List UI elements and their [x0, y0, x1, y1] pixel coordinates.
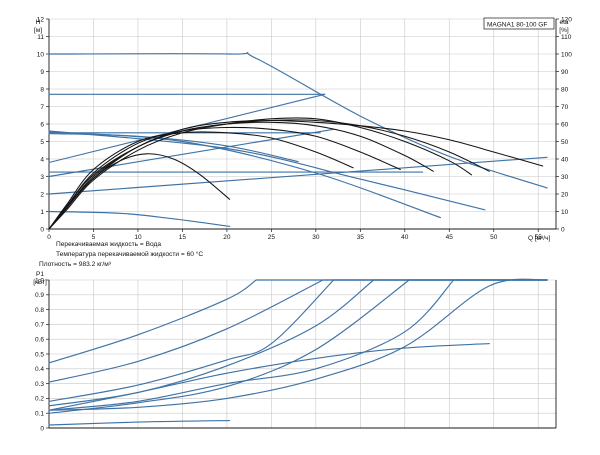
head-y-tick-label-7: 7 — [40, 104, 44, 111]
head-x-tick-label-7: 35 — [357, 234, 365, 241]
power-y-tick-label-5: 0.5 — [35, 351, 44, 358]
eta-y-tick-label-0: 0 — [561, 226, 565, 233]
head-curve-0 — [48, 51, 548, 189]
eta-y-tick-label-3: 30 — [561, 174, 569, 181]
head-curve-5 — [48, 131, 441, 219]
head-curve-6 — [48, 130, 486, 211]
head-y-tick-label-6: 6 — [40, 121, 44, 128]
head-y-tick-label-0: 0 — [40, 226, 44, 233]
eta-y-tick-label-9: 90 — [561, 69, 569, 76]
head-y-tick-label-11: 11 — [37, 34, 44, 41]
head-y-tick-label-9: 9 — [40, 69, 44, 76]
eta-curve-15 — [48, 126, 401, 230]
eta-y-tick-label-10: 100 — [561, 51, 572, 58]
head-x-tick-label-9: 45 — [446, 234, 454, 241]
power-y-tick-label-2: 0.2 — [35, 396, 44, 403]
power-y-axis-unit: [кВт] — [33, 279, 47, 286]
power-y-axis-letter: P1 — [36, 271, 44, 278]
head-x-tick-label-2: 10 — [134, 234, 142, 241]
head-y-tick-label-4: 4 — [40, 156, 44, 163]
power-y-tick-label-8: 0.8 — [35, 307, 44, 314]
eta-y-tick-label-12: 120 — [561, 16, 572, 23]
head-x-tick-label-6: 30 — [312, 234, 320, 241]
eta-curve-12 — [48, 119, 490, 230]
model-title-box — [483, 17, 555, 30]
head-y-tick-label-3: 3 — [40, 174, 44, 181]
model-title: MAGNA1 80-100 GF — [487, 22, 547, 29]
head-x-tick-label-5: 25 — [268, 234, 276, 241]
eta-y-axis-unit: [%] — [559, 27, 569, 34]
eta-curve-13 — [48, 117, 473, 230]
head-y-tick-label-2: 2 — [40, 191, 44, 198]
head-efficiency-plot: 0 5 10 15 20 25 30 35 40 45 50 55012345678910111201… — [34, 16, 572, 242]
head-y-tick-label-5: 5 — [40, 139, 44, 146]
power-y-tick-label-1: 0.1 — [35, 411, 44, 418]
power-y-tick-label-10: 1.0 — [35, 277, 44, 284]
info-density: Плотность = 983.2 кг/м³ — [39, 261, 112, 268]
head-x-tick-label-8: 40 — [401, 234, 409, 241]
eta-curve-16 — [48, 131, 354, 230]
eta-curve-17 — [48, 153, 231, 230]
power-curve-4 — [48, 279, 548, 414]
power-y-tick-label-9: 0.9 — [35, 292, 44, 299]
chart-labels: MAGNA1 80-100 GF Перекачиваемая жидкость… — [39, 17, 555, 268]
power-curve-1 — [48, 279, 548, 383]
eta-y-tick-label-4: 40 — [561, 156, 569, 163]
head-curve-10 — [48, 156, 548, 195]
head-curve-7 — [48, 210, 231, 227]
power-plot: 0 0.1 0.2 0.3 0.4 0.5 0.6 0.7 0.8 0.9 1.0P1[кВт] — [33, 271, 557, 432]
info-temperature: Температура перекачиваемой жидкости = 60… — [56, 250, 203, 258]
power-curve-5 — [48, 279, 548, 411]
head-x-axis-label: Q [м³/ч] — [528, 235, 550, 242]
power-curve-3 — [48, 279, 548, 407]
eta-y-tick-label-1: 10 — [561, 209, 569, 216]
eta-y-tick-label-8: 80 — [561, 86, 569, 93]
power-curve-0 — [48, 279, 548, 364]
head-y-tick-label-1: 1 — [40, 209, 44, 216]
eta-y-tick-label-11: 110 — [561, 34, 572, 41]
power-curve-2 — [48, 279, 548, 402]
head-x-tick-label-3: 15 — [179, 234, 187, 241]
head-y-tick-label-8: 8 — [40, 86, 44, 93]
eta-y-tick-label-6: 60 — [561, 121, 569, 128]
head-x-tick-label-4: 20 — [223, 234, 231, 241]
head-curve-9 — [48, 128, 335, 178]
head-x-tick-label-11: 55 — [535, 234, 543, 241]
power-y-tick-label-4: 0.4 — [35, 366, 44, 373]
power-y-tick-label-3: 0.3 — [35, 381, 44, 388]
eta-y-tick-label-7: 70 — [561, 104, 569, 111]
eta-y-axis-letter: eta — [559, 19, 568, 26]
power-curve-6 — [48, 278, 548, 411]
head-x-tick-label-10: 50 — [490, 234, 498, 241]
head-x-tick-label-1: 5 — [92, 234, 96, 241]
power-y-tick-label-0: 0 — [40, 425, 44, 432]
info-fluid: Перекачиваемая жидкость = Вода — [56, 241, 161, 248]
head-y-axis-unit: [м] — [34, 27, 42, 34]
power-curve-7 — [48, 343, 490, 411]
head-y-tick-label-12: 12 — [37, 16, 45, 23]
head-y-tick-label-10: 10 — [37, 51, 45, 58]
eta-y-tick-label-5: 50 — [561, 139, 569, 146]
power-curve-8 — [48, 420, 231, 426]
head-y-axis-letter: H — [36, 19, 41, 26]
head-x-tick-label-0: 0 — [47, 234, 51, 241]
eta-y-tick-label-2: 20 — [561, 191, 569, 198]
power-y-tick-label-6: 0.6 — [35, 337, 44, 344]
power-y-tick-label-7: 0.7 — [35, 322, 44, 329]
